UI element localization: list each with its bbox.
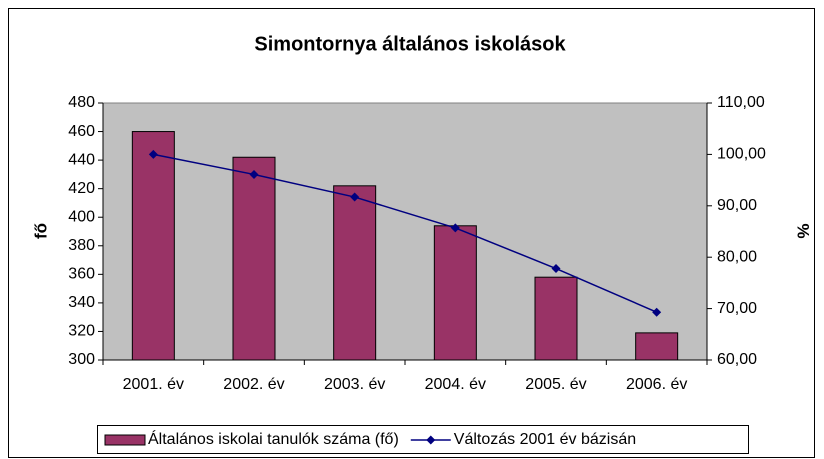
y-tick-label: 400 <box>68 208 95 225</box>
bar <box>534 276 578 361</box>
line-marker <box>450 223 460 233</box>
y2-tick-label: 80,00 <box>717 248 757 265</box>
bar <box>131 131 175 361</box>
y-tick-label: 480 <box>68 94 95 111</box>
x-tick-label: 2004. év <box>425 376 486 393</box>
legend-label: Általános iskolai tanulók száma (fő) <box>148 429 399 448</box>
y2-tick-label: 110,00 <box>717 94 765 111</box>
bar <box>333 185 377 361</box>
y-tick-label: 360 <box>68 266 95 283</box>
line-marker <box>249 169 259 179</box>
bar <box>232 156 276 361</box>
line-marker <box>350 192 360 202</box>
x-tick-label: 2003. év <box>324 376 385 393</box>
line <box>153 153 657 313</box>
y-tick-label: 320 <box>68 323 95 340</box>
y2-tick-label: 70,00 <box>717 300 757 317</box>
y-tick-label: 440 <box>68 151 95 168</box>
line-marker <box>551 264 561 274</box>
bar <box>433 225 477 361</box>
x-tick-label: 2006. év <box>626 376 687 393</box>
y2-tick-label: 60,00 <box>717 351 757 368</box>
y-tick-label: 420 <box>68 180 95 197</box>
line-marker <box>148 149 158 159</box>
x-tick-label: 2002. év <box>223 376 284 393</box>
y-tick-label: 300 <box>68 351 95 368</box>
y-tick-label: 380 <box>68 237 95 254</box>
y-axis-label: fő <box>31 223 50 239</box>
legend-swatch <box>104 434 146 446</box>
plot-area <box>102 102 708 361</box>
x-tick-label: 2001. év <box>123 376 184 393</box>
bar <box>635 332 679 361</box>
y2-tick-label: 100,00 <box>717 146 766 163</box>
y2-tick-label: 90,00 <box>717 197 757 214</box>
legend-marker <box>426 435 436 445</box>
y2-axis-label: % <box>794 223 813 238</box>
chart-title: Simontornya általános iskolások <box>254 33 566 55</box>
y-tick-label: 340 <box>68 294 95 311</box>
line-marker <box>652 307 662 317</box>
legend-label: Változás 2001 év bázisán <box>454 431 636 448</box>
y-tick-label: 460 <box>68 123 95 140</box>
x-tick-label: 2005. év <box>525 376 586 393</box>
